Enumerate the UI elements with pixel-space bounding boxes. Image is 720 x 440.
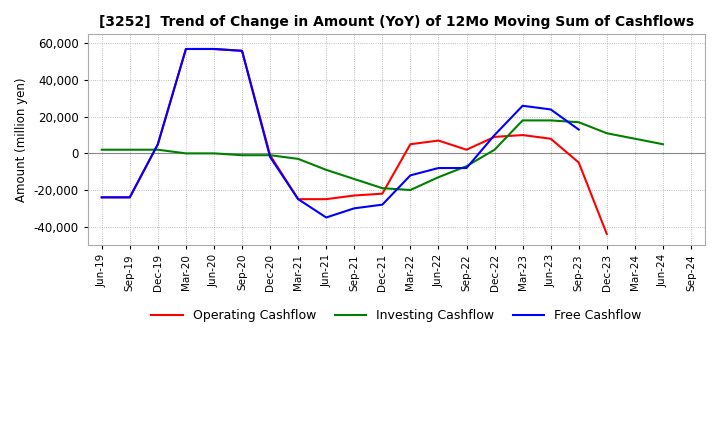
Free Cashflow	[462, 165, 471, 171]
Investing Cashflow	[406, 187, 415, 193]
Free Cashflow	[266, 154, 274, 160]
Free Cashflow	[125, 194, 134, 200]
Investing Cashflow	[125, 147, 134, 152]
Free Cashflow	[294, 197, 302, 202]
Free Cashflow	[378, 202, 387, 207]
Operating Cashflow	[350, 193, 359, 198]
Investing Cashflow	[153, 147, 162, 152]
Investing Cashflow	[322, 167, 330, 172]
Operating Cashflow	[546, 136, 555, 141]
Investing Cashflow	[603, 131, 611, 136]
Free Cashflow	[181, 46, 190, 51]
Free Cashflow	[153, 142, 162, 147]
Operating Cashflow	[518, 132, 527, 138]
Operating Cashflow	[378, 191, 387, 196]
Operating Cashflow	[490, 134, 499, 139]
Operating Cashflow	[603, 231, 611, 237]
Operating Cashflow	[266, 153, 274, 158]
Operating Cashflow	[322, 197, 330, 202]
Free Cashflow	[406, 173, 415, 178]
Free Cashflow	[490, 132, 499, 138]
Investing Cashflow	[659, 142, 667, 147]
Free Cashflow	[350, 205, 359, 211]
Investing Cashflow	[462, 164, 471, 169]
Investing Cashflow	[575, 120, 583, 125]
Investing Cashflow	[490, 147, 499, 152]
Free Cashflow	[238, 48, 246, 53]
Line: Investing Cashflow: Investing Cashflow	[102, 121, 663, 190]
Line: Operating Cashflow: Operating Cashflow	[102, 49, 607, 234]
Investing Cashflow	[97, 147, 106, 152]
Free Cashflow	[518, 103, 527, 108]
Investing Cashflow	[266, 153, 274, 158]
Investing Cashflow	[631, 136, 639, 141]
Operating Cashflow	[125, 194, 134, 200]
Operating Cashflow	[181, 46, 190, 51]
Investing Cashflow	[350, 176, 359, 182]
Investing Cashflow	[181, 151, 190, 156]
Free Cashflow	[434, 165, 443, 171]
Free Cashflow	[546, 107, 555, 112]
Operating Cashflow	[238, 48, 246, 53]
Free Cashflow	[210, 46, 218, 51]
Investing Cashflow	[238, 153, 246, 158]
Operating Cashflow	[294, 197, 302, 202]
Investing Cashflow	[546, 118, 555, 123]
Operating Cashflow	[153, 142, 162, 147]
Line: Free Cashflow: Free Cashflow	[102, 49, 579, 217]
Operating Cashflow	[97, 194, 106, 200]
Operating Cashflow	[462, 147, 471, 152]
Legend: Operating Cashflow, Investing Cashflow, Free Cashflow: Operating Cashflow, Investing Cashflow, …	[146, 304, 647, 327]
Investing Cashflow	[434, 175, 443, 180]
Investing Cashflow	[210, 151, 218, 156]
Title: [3252]  Trend of Change in Amount (YoY) of 12Mo Moving Sum of Cashflows: [3252] Trend of Change in Amount (YoY) o…	[99, 15, 694, 29]
Y-axis label: Amount (million yen): Amount (million yen)	[15, 77, 28, 202]
Operating Cashflow	[210, 46, 218, 51]
Free Cashflow	[97, 194, 106, 200]
Operating Cashflow	[406, 142, 415, 147]
Investing Cashflow	[518, 118, 527, 123]
Free Cashflow	[322, 215, 330, 220]
Free Cashflow	[575, 127, 583, 132]
Operating Cashflow	[575, 160, 583, 165]
Operating Cashflow	[434, 138, 443, 143]
Investing Cashflow	[378, 186, 387, 191]
Investing Cashflow	[294, 156, 302, 161]
